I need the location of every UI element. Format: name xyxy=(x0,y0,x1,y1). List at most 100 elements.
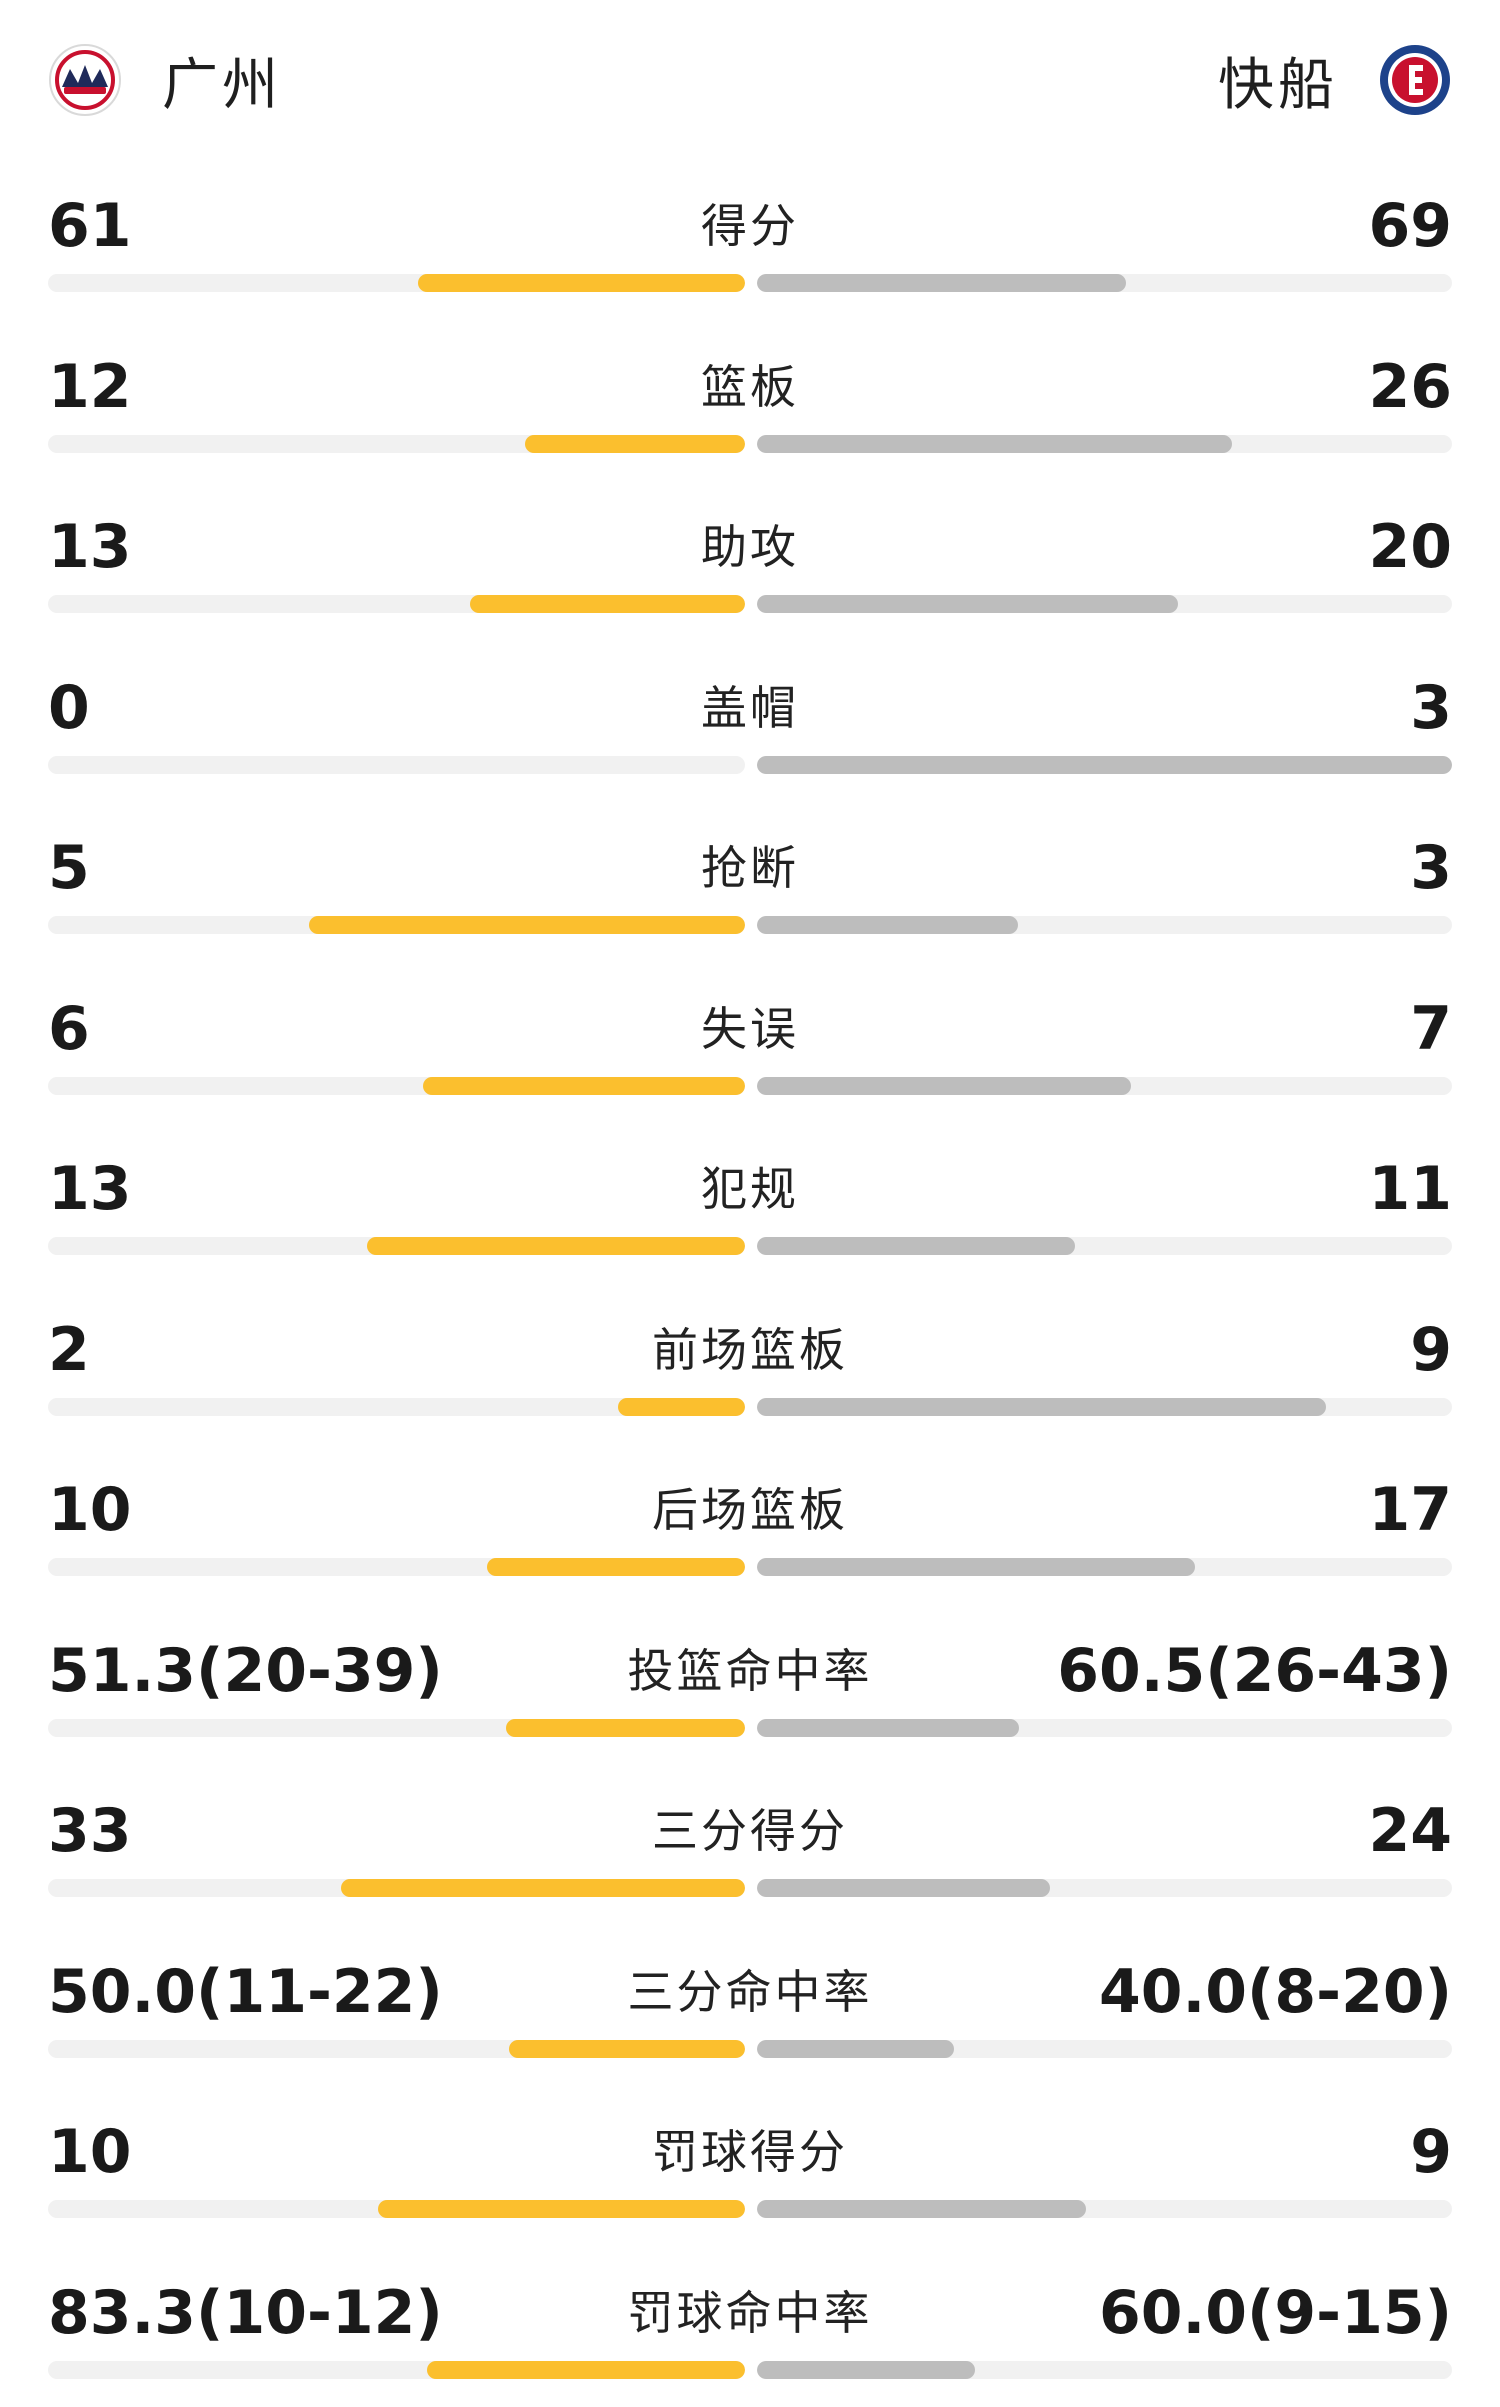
away-stat-value: 3 xyxy=(1410,832,1452,904)
away-stat-value: 9 xyxy=(1410,1314,1452,1386)
away-stat-track xyxy=(757,2040,1452,2058)
away-stat-bar xyxy=(757,1398,1326,1416)
away-stat-track xyxy=(757,916,1452,934)
away-stat-value: 7 xyxy=(1410,993,1452,1065)
stat-label: 三分得分 xyxy=(0,1801,1500,1861)
home-stat-bar xyxy=(427,2361,745,2379)
away-team-name: 快船 xyxy=(1218,40,1338,121)
away-stat-value: 9 xyxy=(1410,2116,1452,2188)
away-stat-value: 26 xyxy=(1369,351,1453,423)
home-stat-track xyxy=(48,1558,745,1576)
home-stat-track xyxy=(48,916,745,934)
away-stat-bar xyxy=(757,1237,1075,1255)
away-stat-track xyxy=(757,2361,1452,2379)
home-stat-track xyxy=(48,595,745,613)
home-stat-track xyxy=(48,1398,745,1416)
away-stat-track xyxy=(757,1879,1452,1897)
home-stat-track xyxy=(48,1077,745,1095)
home-stat-bar xyxy=(470,595,745,613)
home-stat-bar xyxy=(423,1077,745,1095)
away-stat-value: 60.0(9-15) xyxy=(1099,2277,1452,2349)
away-stat-track xyxy=(757,1077,1452,1095)
home-team[interactable]: 广州 xyxy=(48,40,282,120)
clippers-logo-icon xyxy=(1378,43,1452,117)
away-stat-bar xyxy=(757,1879,1050,1897)
away-stat-track xyxy=(757,274,1452,292)
away-stat-bar xyxy=(757,595,1178,613)
away-stat-value: 17 xyxy=(1369,1474,1453,1546)
away-stat-value: 3 xyxy=(1410,672,1452,744)
guangzhou-loong-lions-logo-icon xyxy=(48,43,122,117)
home-stat-bar xyxy=(341,1879,745,1897)
stat-label: 罚球得分 xyxy=(0,2122,1500,2182)
stat-label: 前场篮板 xyxy=(0,1320,1500,1380)
away-stat-bar xyxy=(757,1077,1131,1095)
stat-label: 助攻 xyxy=(0,517,1500,577)
home-stat-bar xyxy=(509,2040,745,2058)
away-stat-value: 69 xyxy=(1369,190,1453,262)
away-stat-track xyxy=(757,435,1452,453)
home-stat-track xyxy=(48,756,745,774)
away-stat-bar xyxy=(757,916,1018,934)
away-stat-bar xyxy=(757,274,1126,292)
home-stat-track xyxy=(48,435,745,453)
away-stat-bar xyxy=(757,2361,975,2379)
away-team[interactable]: 快船 xyxy=(1218,40,1452,120)
away-stat-value: 40.0(8-20) xyxy=(1099,1956,1452,2028)
away-stat-value: 60.5(26-43) xyxy=(1057,1635,1452,1707)
stat-label: 失误 xyxy=(0,999,1500,1059)
stat-label: 抢断 xyxy=(0,838,1500,898)
away-stat-value: 20 xyxy=(1369,511,1453,583)
home-stat-bar xyxy=(378,2200,745,2218)
away-stat-track xyxy=(757,2200,1452,2218)
home-stat-track xyxy=(48,274,745,292)
stat-label: 篮板 xyxy=(0,357,1500,417)
away-stat-track xyxy=(757,595,1452,613)
home-team-name: 广州 xyxy=(162,40,282,121)
home-stat-track xyxy=(48,1879,745,1897)
stat-label: 得分 xyxy=(0,196,1500,256)
home-stat-bar xyxy=(487,1558,745,1576)
home-stat-bar xyxy=(418,274,745,292)
home-stat-bar xyxy=(525,435,745,453)
stat-label: 后场篮板 xyxy=(0,1480,1500,1540)
home-stat-track xyxy=(48,2040,745,2058)
away-stat-value: 11 xyxy=(1369,1153,1453,1225)
home-stat-track xyxy=(48,2361,745,2379)
home-stat-track xyxy=(48,1719,745,1737)
away-stat-bar xyxy=(757,2040,954,2058)
match-header: 广州 快船 xyxy=(0,0,1500,160)
home-stat-bar xyxy=(309,916,745,934)
home-stat-bar xyxy=(506,1719,745,1737)
away-stat-track xyxy=(757,1558,1452,1576)
stat-label: 盖帽 xyxy=(0,678,1500,738)
away-stat-value: 24 xyxy=(1369,1795,1453,1867)
away-stat-bar xyxy=(757,1558,1195,1576)
away-stat-track xyxy=(757,1237,1452,1255)
away-stat-bar xyxy=(757,756,1452,774)
home-stat-bar xyxy=(618,1398,745,1416)
away-stat-track xyxy=(757,1719,1452,1737)
away-stat-track xyxy=(757,1398,1452,1416)
away-stat-bar xyxy=(757,435,1232,453)
away-stat-bar xyxy=(757,1719,1019,1737)
home-stat-bar xyxy=(367,1237,745,1255)
home-stat-track xyxy=(48,1237,745,1255)
away-stat-track xyxy=(757,756,1452,774)
stat-label: 犯规 xyxy=(0,1159,1500,1219)
home-stat-track xyxy=(48,2200,745,2218)
